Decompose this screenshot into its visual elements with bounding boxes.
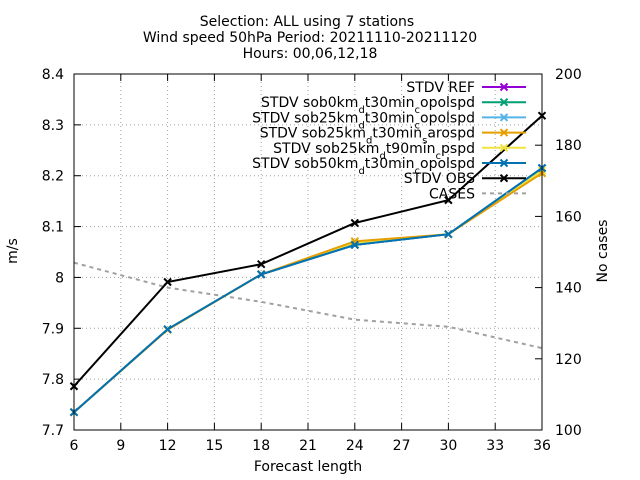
- data-point: [444, 195, 453, 205]
- data-point: [499, 97, 509, 107]
- y2-tick-label: 100: [555, 423, 582, 439]
- axis-ticks: [73, 73, 543, 431]
- x-tick-label: 18: [252, 438, 270, 454]
- title-line-1: Selection: ALL using 7 stations: [200, 14, 414, 30]
- x-tick-label: 30: [439, 438, 457, 454]
- data-point: [350, 240, 360, 250]
- x-tick-label: 27: [393, 438, 411, 454]
- cases-series: [73, 261, 543, 350]
- legend-label: STDV sob25kmdt30mincopolspd: [252, 110, 475, 130]
- legend-label: CASES: [429, 186, 475, 202]
- x-tick-label: 36: [533, 438, 551, 454]
- y-axis-label: m/s: [5, 238, 21, 264]
- y2-tick-labels: 100 120 140 160 180 200: [555, 67, 582, 439]
- legend-label: STDV sob0kmdt30mincopolspd: [261, 95, 475, 116]
- legend-label: STDV REF: [406, 80, 475, 96]
- y2-tick-label: 180: [555, 138, 582, 154]
- series-line: [73, 167, 543, 413]
- y-tick-label: 8.2: [42, 169, 64, 185]
- data-point: [256, 270, 266, 279]
- x-tick-label: 9: [116, 438, 125, 454]
- series-line: [73, 114, 543, 387]
- data-point: [499, 128, 509, 137]
- data-point: [350, 218, 360, 228]
- x-tick-label: 33: [486, 438, 504, 454]
- series-lines: [69, 111, 547, 417]
- y-tick-label: 7.8: [42, 372, 64, 388]
- y-tick-label: 8.4: [42, 67, 64, 83]
- title-line-2: Wind speed 50hPa Period: 20211110-202111…: [143, 30, 477, 46]
- y-tick-label: 8.1: [42, 220, 64, 236]
- y2-tick-label: 160: [555, 209, 582, 225]
- data-point: [499, 82, 509, 92]
- chart-title: Selection: ALL using 7 stations Wind spe…: [143, 14, 477, 62]
- x-tick-label: 21: [299, 438, 317, 454]
- legend-label: STDV OBS: [404, 171, 475, 187]
- x-tick-labels: 6 9 12 15 18 21 24 27 30 33 36: [70, 438, 551, 454]
- y2-axis-label: No cases: [595, 220, 611, 283]
- x-tick-label: 15: [205, 438, 223, 454]
- legend-label: STDV sob50kmdt30mincopolspd: [252, 156, 475, 177]
- series-line: [73, 172, 543, 413]
- y-tick-label: 7.7: [42, 423, 64, 439]
- data-point: [444, 229, 453, 239]
- y2-tick-label: 200: [555, 67, 582, 83]
- legend-label: STDV sob25kmdt30minsarospd: [260, 126, 475, 147]
- data-point: [499, 143, 509, 153]
- cases-line: [73, 261, 543, 350]
- y-tick-label: 8: [55, 270, 64, 286]
- title-line-3: Hours: 00,06,12,18: [243, 46, 378, 62]
- y-tick-label: 7.9: [42, 321, 64, 337]
- series-6: [69, 111, 547, 391]
- data-point: [163, 277, 172, 287]
- x-axis-label: Forecast length: [254, 459, 362, 475]
- data-point: [499, 158, 509, 168]
- x-tick-label: 6: [70, 438, 79, 454]
- x-tick-label: 12: [159, 438, 177, 454]
- x-tick-label: 24: [346, 438, 364, 454]
- data-point: [499, 173, 509, 183]
- y-tick-label: 8.3: [42, 118, 64, 134]
- data-point: [499, 113, 509, 122]
- y-tick-labels: 7.7 7.8 7.9 8 8.1 8.2 8.3 8.4: [42, 67, 64, 439]
- y2-tick-label: 140: [555, 281, 582, 297]
- legend-label: STDV sob25kmdt90mincpspd: [273, 141, 475, 162]
- y2-tick-label: 120: [555, 352, 582, 368]
- data-point: [163, 325, 172, 334]
- data-point: [256, 259, 266, 269]
